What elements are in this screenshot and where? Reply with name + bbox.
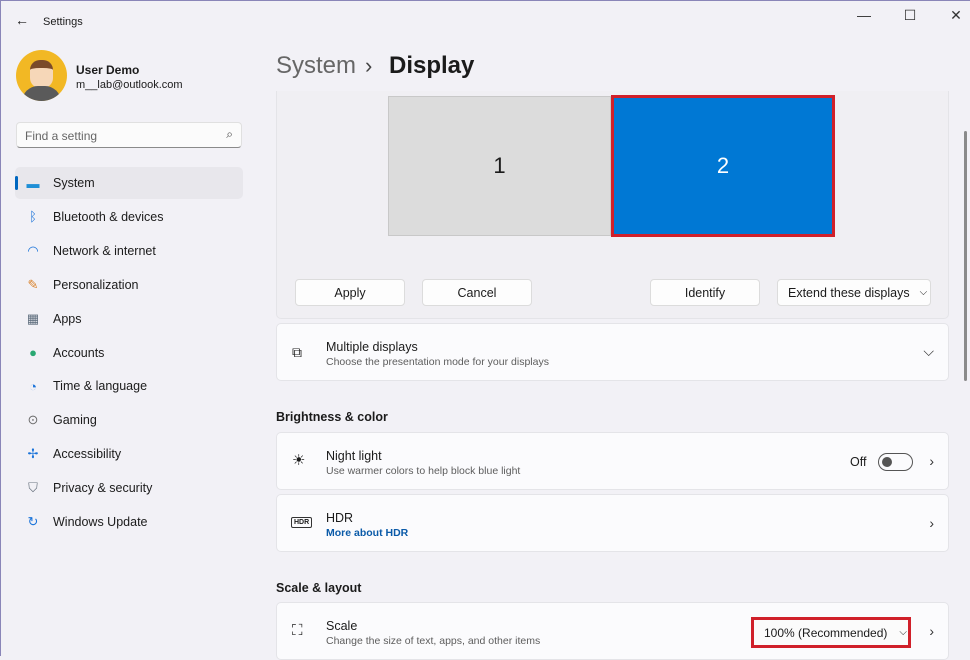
- minimize-button[interactable]: —: [857, 7, 871, 23]
- scale-dropdown[interactable]: 100% (Recommended) ⌵: [751, 617, 911, 648]
- section-header: Scale & layout: [276, 581, 362, 595]
- sidebar-item-label: System: [53, 176, 95, 190]
- sidebar-item-privacy-security[interactable]: ⛉ Privacy & security: [15, 472, 243, 504]
- breadcrumb-separator: ›: [365, 53, 373, 78]
- sidebar-item-label: Windows Update: [53, 515, 148, 529]
- sidebar-item-bluetooth-devices[interactable]: ᛒ Bluetooth & devices: [15, 201, 243, 233]
- sidebar-item-label: Apps: [53, 311, 82, 326]
- sidebar-item-label: Accounts: [53, 345, 105, 360]
- title-bar: ← Settings — ☐ ✕: [1, 1, 970, 41]
- cancel-button[interactable]: Cancel: [422, 279, 532, 306]
- chevron-right-icon: ›: [929, 515, 934, 531]
- sidebar-item-label: Bluetooth & devices: [53, 209, 164, 224]
- globe-clock-icon: ◔: [29, 378, 37, 394]
- sidebar-item-apps[interactable]: ▦ Apps: [15, 303, 243, 335]
- section-header: Brightness & color: [276, 410, 388, 424]
- display-mode-dropdown[interactable]: Extend these displays ⌵: [777, 279, 931, 306]
- maximize-button[interactable]: ☐: [903, 7, 917, 23]
- multiple-displays-row[interactable]: ⧉ Multiple displays Choose the presentat…: [276, 323, 949, 381]
- chevron-down-icon: ⌵: [923, 343, 934, 359]
- monitor-2[interactable]: 2: [611, 95, 835, 237]
- close-button[interactable]: ✕: [950, 7, 962, 23]
- page-title: Display: [389, 52, 475, 79]
- user-email: m__lab@outlook.com: [76, 79, 183, 91]
- sidebar-item-accounts[interactable]: ● Accounts: [15, 337, 243, 369]
- sidebar-item-windows-update[interactable]: ↻ Windows Update: [15, 506, 243, 538]
- search-icon: ⌕: [226, 127, 233, 141]
- search-input[interactable]: Find a setting ⌕: [16, 122, 242, 148]
- hdr-link[interactable]: More about HDR: [326, 527, 409, 539]
- wifi-icon: ◠: [27, 242, 39, 258]
- update-icon: ↻: [27, 514, 39, 529]
- accessibility-icon: ✢: [27, 446, 39, 462]
- shield-icon: ⛉: [28, 480, 38, 496]
- breadcrumb-parent[interactable]: System: [276, 52, 357, 79]
- sidebar-item-label: Time & language: [53, 379, 148, 394]
- avatar[interactable]: [16, 50, 67, 101]
- hdr-icon: HDR: [291, 517, 313, 528]
- chevron-down-icon: ⌵: [919, 287, 928, 298]
- back-button[interactable]: ←: [15, 12, 29, 28]
- sidebar-item-label: Gaming: [53, 413, 97, 428]
- chevron-right-icon: ›: [929, 623, 934, 639]
- person-icon: ●: [29, 345, 37, 360]
- sidebar-item-label: Network & internet: [53, 243, 156, 258]
- monitor-icon: ▬: [26, 175, 40, 191]
- sidebar-item-network-internet[interactable]: ◠ Network & internet: [15, 235, 243, 267]
- multiple-displays-icon: ⧉: [292, 344, 302, 360]
- scale-row[interactable]: ⛶ Scale Change the size of text, apps, a…: [276, 602, 949, 660]
- chevron-right-icon: ›: [929, 453, 934, 469]
- scrollbar[interactable]: [964, 131, 967, 381]
- apps-icon: ▦: [26, 310, 40, 326]
- hdr-row[interactable]: HDR HDR More about HDR ›: [276, 494, 949, 552]
- night-light-state: Off: [850, 455, 867, 469]
- chevron-down-icon: ⌵: [899, 627, 907, 638]
- user-name: User Demo: [76, 63, 140, 77]
- monitor-1[interactable]: 1: [388, 96, 611, 236]
- apply-button[interactable]: Apply: [295, 279, 405, 306]
- brush-icon: ✎: [27, 276, 39, 292]
- sidebar-item-personalization[interactable]: ✎ Personalization: [15, 269, 243, 301]
- scale-icon: ⛶: [292, 622, 303, 639]
- identify-button[interactable]: Identify: [650, 279, 760, 306]
- sidebar-item-accessibility[interactable]: ✢ Accessibility: [15, 438, 243, 470]
- night-light-icon: ☀: [292, 452, 306, 469]
- bluetooth-icon: ᛒ: [29, 209, 37, 225]
- sidebar-item-label: Privacy & security: [53, 481, 153, 496]
- sidebar-item-gaming[interactable]: ⊙ Gaming: [15, 404, 243, 436]
- gamepad-icon: ⊙: [27, 412, 39, 428]
- sidebar-item-label: Personalization: [53, 277, 139, 292]
- sidebar-item-time-language[interactable]: ◔ Time & language: [15, 370, 243, 402]
- sidebar-item-system[interactable]: ▬ System: [15, 167, 243, 199]
- active-indicator: [15, 176, 18, 190]
- night-light-row[interactable]: ☀ Night light Use warmer colors to help …: [276, 432, 949, 490]
- window-title: Settings: [43, 16, 83, 28]
- sidebar-item-label: Accessibility: [53, 447, 122, 462]
- night-light-toggle[interactable]: [878, 453, 913, 471]
